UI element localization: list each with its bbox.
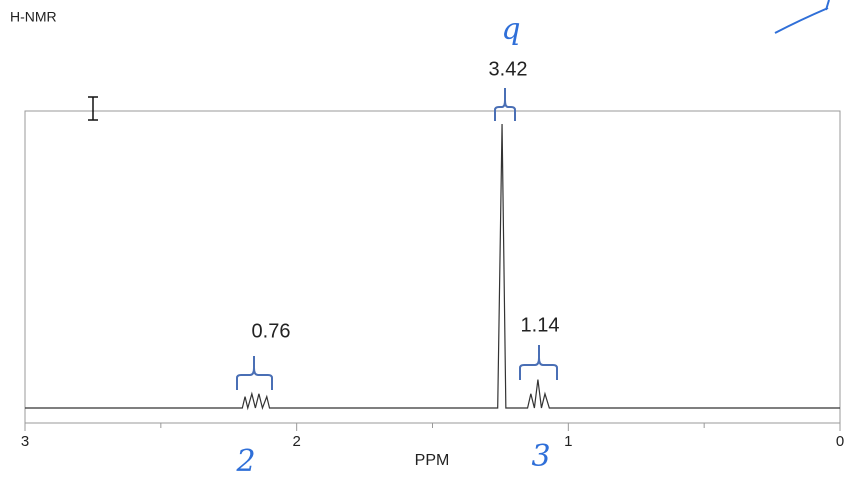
x-axis-label: PPM (415, 452, 450, 469)
plot-frame (24, 110, 841, 424)
x-tick-label: 3 (21, 433, 29, 450)
x-tick-label: 2 (292, 433, 300, 450)
integral-label: 1.14 (521, 314, 560, 336)
integral-label: 3.42 (489, 58, 528, 80)
text-cursor (88, 96, 98, 121)
integral-bracket (494, 88, 516, 121)
pen-stroke (774, 0, 830, 34)
handwritten-note: q (501, 12, 520, 47)
x-tick-label: 1 (564, 433, 572, 450)
integral-bracket (236, 356, 273, 390)
integral-bracket (519, 345, 558, 380)
handwritten-note: 3 (531, 439, 550, 474)
x-tick-label: 0 (836, 433, 844, 450)
integral-label: 0.76 (252, 320, 291, 342)
chart-title: H-NMR (10, 9, 57, 25)
spectrum-line (25, 123, 840, 411)
handwritten-note: 2 (235, 444, 255, 479)
